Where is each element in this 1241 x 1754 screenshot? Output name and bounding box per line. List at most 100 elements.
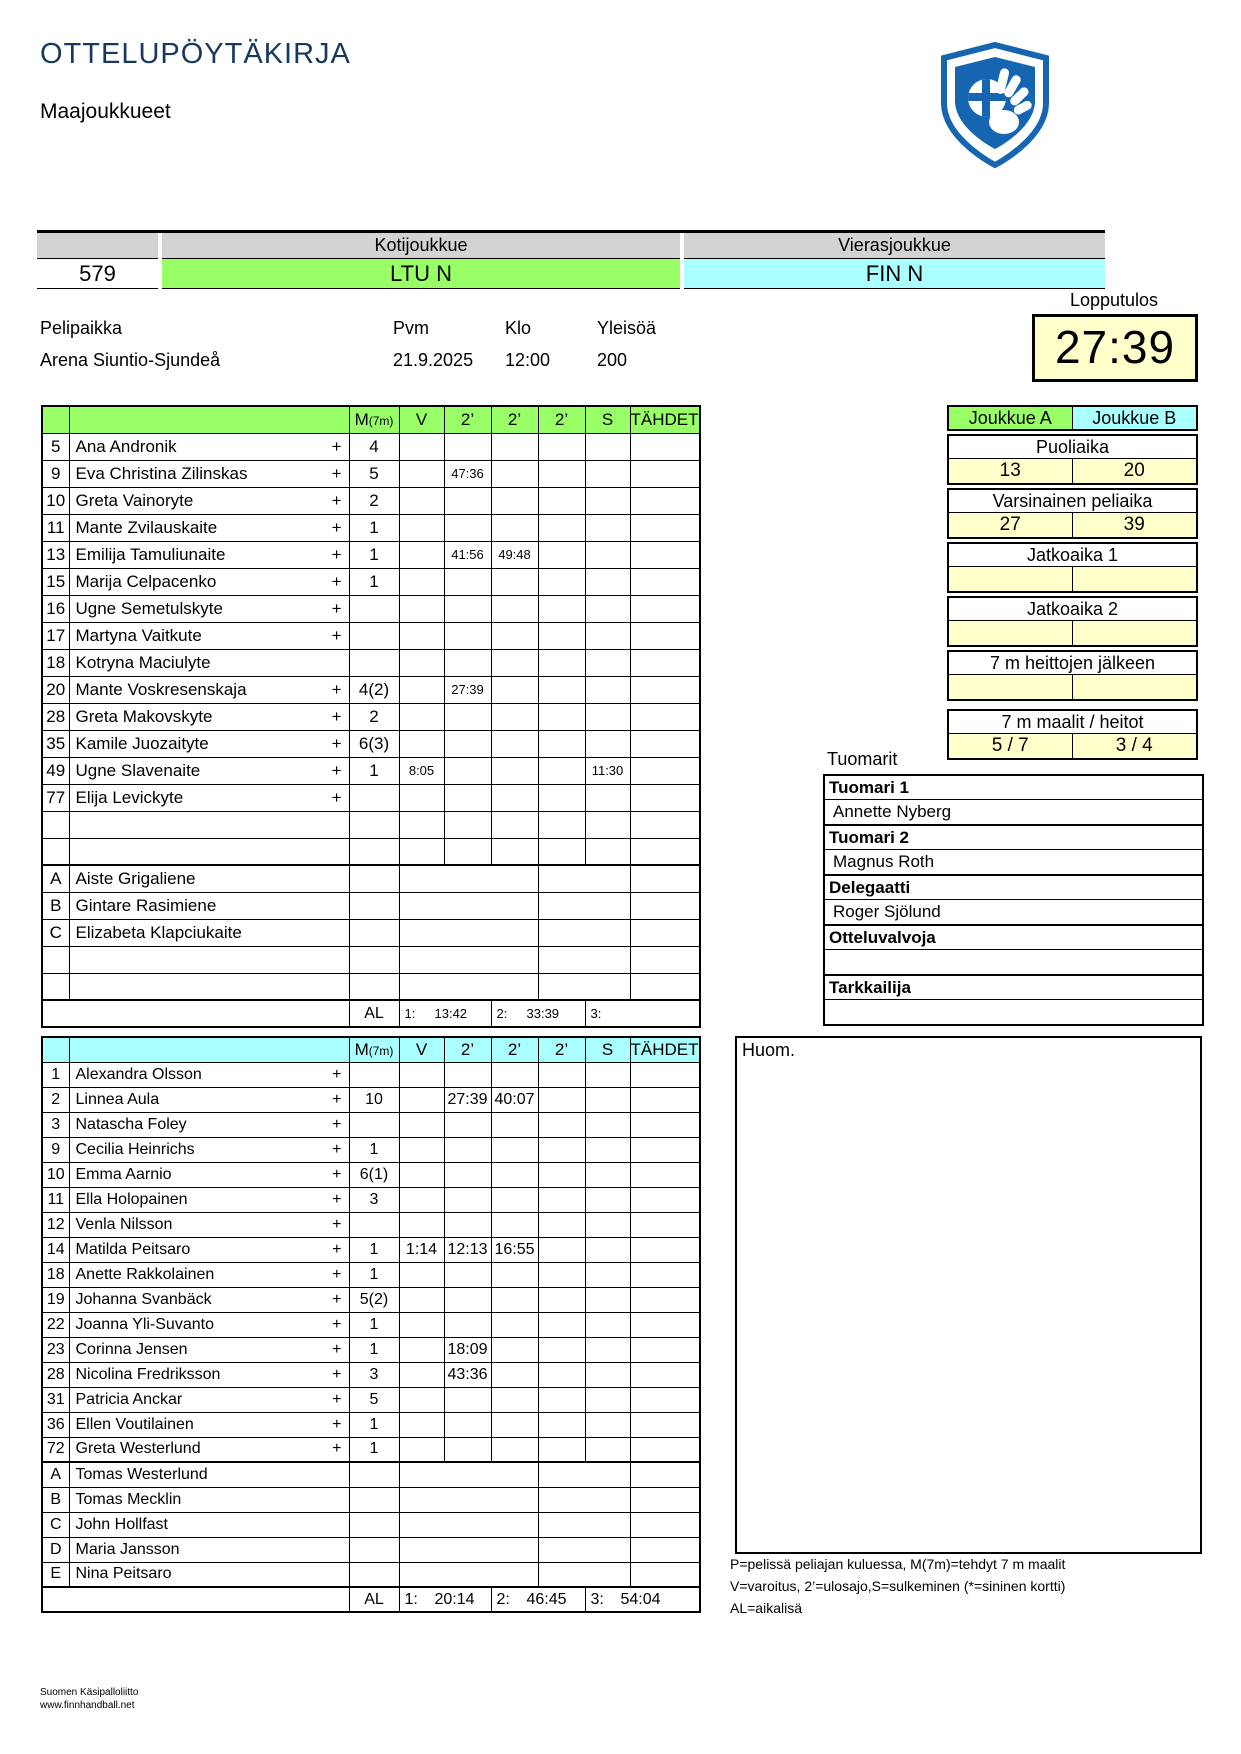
- empty-cell: [629, 918, 700, 947]
- goals-cell: [348, 783, 400, 812]
- match-number-header-cell: [37, 233, 158, 259]
- lineup-plus: +: [332, 1240, 342, 1258]
- referee-name: [825, 950, 1202, 974]
- empty-cell: [537, 1536, 631, 1563]
- lineup-plus: +: [332, 1390, 342, 1408]
- suspension-2-cell: [490, 1411, 539, 1438]
- player-name: Kotryna Maciulyte: [75, 652, 211, 672]
- referee-entry: Delegaatti Roger Sjölund: [825, 874, 1202, 924]
- lineup-plus: +: [331, 571, 342, 591]
- stars-cell: [629, 1186, 700, 1213]
- suspension-1-col-header: 2’: [443, 405, 492, 434]
- official-name-cell: John Hollfast: [68, 1511, 350, 1538]
- warning-cell: [398, 837, 445, 866]
- official-row: D Maria Jansson: [41, 1536, 700, 1563]
- stars-cell: [629, 1236, 700, 1263]
- stars-cell: [629, 1261, 700, 1288]
- player-row: 28 Greta Makovskyte + 2: [41, 702, 700, 731]
- player-row: 20 Mante Voskresenskaja + 4(2) 27:39: [41, 675, 700, 704]
- goals-cell: 4(2): [348, 675, 400, 704]
- suspension-3-cell: [537, 1186, 586, 1213]
- suspension-2-cell: [490, 459, 539, 488]
- suspension-2-cell: [490, 1111, 539, 1138]
- official-name-cell: Maria Jansson: [68, 1536, 350, 1563]
- player-row: 10 Emma Aarnio + 6(1): [41, 1161, 700, 1188]
- referees-panel: Tuomari 1 Annette Nyberg Tuomari 2 Magnu…: [823, 774, 1204, 1026]
- player-name-cell: [68, 837, 350, 866]
- suspension-3-col-header: 2’: [537, 1036, 586, 1063]
- empty-cell: [537, 1511, 631, 1538]
- warning-cell: [398, 459, 445, 488]
- suspension-1-cell: [443, 1161, 492, 1188]
- lineup-plus: +: [332, 1190, 342, 1208]
- empty-cell: [348, 891, 400, 920]
- player-name-cell: Ellen Voutilainen +: [68, 1411, 350, 1438]
- referee-name: Roger Sjölund: [833, 902, 941, 921]
- empty-cell: [537, 972, 631, 1001]
- timeout-label: AL: [348, 999, 400, 1028]
- player-name: Anette Rakkolainen: [75, 1265, 215, 1283]
- home-timeout-row: AL 1: 13:42 2: 33:39 3:: [41, 999, 700, 1028]
- player-number: 11: [41, 513, 70, 542]
- suspension-1-cell: [443, 1211, 492, 1238]
- suspension-1-cell: [443, 567, 492, 596]
- empty-cell: [537, 918, 631, 947]
- timeout-2: 2: 46:45: [490, 1586, 586, 1613]
- empty-cell: [348, 864, 400, 893]
- goals-cell: 1: [348, 1236, 400, 1263]
- goals-cell: [348, 810, 400, 839]
- suspension-3-cell: [537, 1311, 586, 1338]
- suspension-2-cell: [490, 837, 539, 866]
- goals-cell: [348, 594, 400, 623]
- suspension-1-cell: [443, 648, 492, 677]
- player-number: 19: [41, 1286, 70, 1313]
- legend-line-1: P=pelissä peliajan kuluessa, M(7m)=tehdy…: [730, 1556, 1066, 1572]
- official-name: Tomas Westerlund: [75, 1465, 208, 1483]
- stars-cell: [629, 540, 700, 569]
- official-name: Nina Peitsaro: [75, 1565, 172, 1583]
- suspension-3-cell: [537, 594, 586, 623]
- lineup-plus: +: [332, 1440, 342, 1458]
- stars-cell: [629, 459, 700, 488]
- suspension-2-cell: [490, 432, 539, 461]
- empty-cell: [348, 1461, 400, 1488]
- home-team-header: Kotijoukkue: [162, 233, 680, 259]
- player-number: 16: [41, 594, 70, 623]
- official-letter: C: [41, 1511, 70, 1538]
- disqualification-cell: [584, 567, 631, 596]
- team-b-value: 20: [1072, 459, 1198, 485]
- suspension-3-cell: [537, 1411, 586, 1438]
- suspension-2-cell: [490, 1211, 539, 1238]
- page-subtitle: Maajoukkueet: [40, 100, 171, 123]
- player-row: 11 Ella Holopainen + 3: [41, 1186, 700, 1213]
- disqualification-cell: [584, 1186, 631, 1213]
- player-row: 17 Martyna Vaitkute +: [41, 621, 700, 650]
- suspension-3-col-header: 2’: [537, 405, 586, 434]
- suspension-3-cell: [537, 837, 586, 866]
- home-roster-table: M(7m) V 2’ 2’ 2’ S TÄHDET 5 Ana Andronik…: [41, 405, 701, 1028]
- warning-cell: [398, 1061, 445, 1088]
- empty-cell: [348, 1536, 400, 1563]
- player-name-cell: Venla Nilsson +: [68, 1211, 350, 1238]
- stars-cell: [629, 837, 700, 866]
- team-a-value: 27: [947, 513, 1073, 539]
- warning-cell: [398, 1436, 445, 1463]
- player-number: 35: [41, 729, 70, 758]
- player-name-cell: Matilda Peitsaro +: [68, 1236, 350, 1263]
- warning-cell: [398, 1211, 445, 1238]
- seven-meter-summary: 7 m maalit / heitot 5 / 7 3 / 4: [947, 709, 1198, 760]
- warning-cell: [398, 1161, 445, 1188]
- player-name-cell: Martyna Vaitkute +: [68, 621, 350, 650]
- lineup-plus: +: [332, 1315, 342, 1333]
- disqualification-cell: [584, 459, 631, 488]
- stars-cell: [629, 1336, 700, 1363]
- player-row: 72 Greta Westerlund + 1: [41, 1436, 700, 1463]
- disqualification-cell: [584, 594, 631, 623]
- official-name-cell: Tomas Westerlund: [68, 1461, 350, 1488]
- suspension-2-cell: [490, 567, 539, 596]
- official-letter: A: [41, 1461, 70, 1488]
- suspension-1-cell: [443, 1061, 492, 1088]
- warning-cell: [398, 729, 445, 758]
- player-name-cell: Emma Aarnio +: [68, 1161, 350, 1188]
- lineup-plus: +: [332, 1340, 342, 1358]
